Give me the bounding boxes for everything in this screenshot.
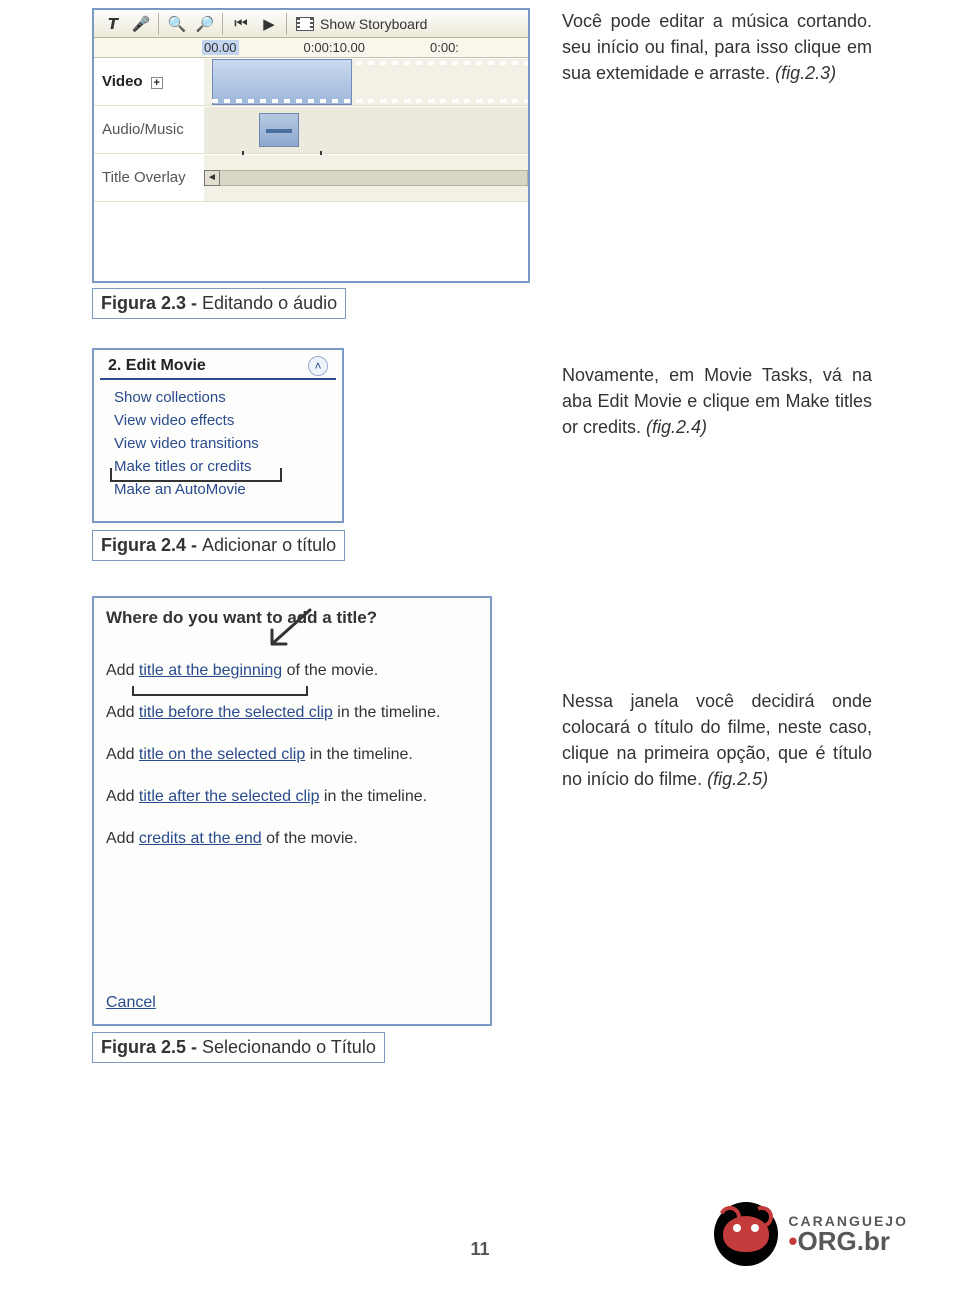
row-link[interactable]: title before the selected clip xyxy=(139,704,333,721)
timeline-toolbar: 𝙏 🎤 🔍 🔎 ⏮ ▶ Show Storyboard xyxy=(94,10,528,38)
video-lane[interactable] xyxy=(204,59,528,105)
scroll-left-icon[interactable]: ◄ xyxy=(204,170,220,186)
panel-header-text: Edit Movie xyxy=(126,357,206,374)
audio-track-label: Audio/Music xyxy=(94,121,204,138)
panel-item-collections[interactable]: Show collections xyxy=(114,386,342,409)
row-pre: Add xyxy=(106,662,139,679)
video-track: Video + xyxy=(94,58,528,106)
scrollbar-track[interactable] xyxy=(220,170,528,186)
row-link[interactable]: title at the beginning xyxy=(139,662,282,679)
row-link[interactable]: title on the selected clip xyxy=(139,746,305,763)
title-track-label: Title Overlay xyxy=(94,169,204,186)
title-option-beginning[interactable]: Add title at the beginning of the movie. xyxy=(94,650,490,692)
show-storyboard-label: Show Storyboard xyxy=(320,16,427,32)
title-dialog: Where do you want to add a title? Add ti… xyxy=(92,596,492,1026)
separator xyxy=(222,13,224,35)
para1-ref: (fig.2.3) xyxy=(775,63,836,83)
title-option-before-clip[interactable]: Add title before the selected clip in th… xyxy=(94,692,490,734)
audio-lane[interactable] xyxy=(204,107,528,153)
logo-main-text: ORG xyxy=(798,1226,857,1256)
zoom-in-icon[interactable]: 🔍 xyxy=(164,13,190,35)
chevron-up-icon[interactable]: ˄ xyxy=(308,356,328,376)
panel-items: Show collections View video effects View… xyxy=(94,380,342,501)
row-link[interactable]: title after the selected clip xyxy=(139,788,320,805)
play-icon[interactable]: ▶ xyxy=(256,13,282,35)
caption-text: Editando o áudio xyxy=(202,293,337,313)
page-number: 11 xyxy=(470,1239,489,1260)
row-pre: Add xyxy=(106,746,139,763)
figure-2-caption: Figura 2.4 - Adicionar o título xyxy=(92,530,345,561)
edit-movie-panel: 2. Edit Movie ˄ Show collections View vi… xyxy=(92,348,344,523)
annotation-bracket xyxy=(132,686,308,696)
row-pre: Add xyxy=(106,704,139,721)
title-lane: ◄ xyxy=(204,155,528,201)
figure-3-caption: Figura 2.5 - Selecionando o Título xyxy=(92,1032,385,1063)
paragraph-2: Novamente, em Movie Tasks, vá na aba Edi… xyxy=(562,362,872,440)
title-option-after-clip[interactable]: Add title after the selected clip in the… xyxy=(94,776,490,818)
row-pre: Add xyxy=(106,788,139,805)
panel-item-effects[interactable]: View video effects xyxy=(114,409,342,432)
track-label-text: Video xyxy=(102,73,143,90)
cancel-link[interactable]: Cancel xyxy=(106,994,156,1012)
ruler-mark: 00.00 xyxy=(202,40,239,55)
row-post: of the movie. xyxy=(262,830,358,847)
logo-text: CARANGUEJO •ORG.br xyxy=(788,1214,908,1254)
row-post: of the movie. xyxy=(282,662,378,679)
panel-item-transitions[interactable]: View video transitions xyxy=(114,432,342,455)
timeline-screenshot: 𝙏 🎤 🔍 🔎 ⏮ ▶ Show Storyboard 00.00 0:00:1… xyxy=(92,8,530,283)
separator xyxy=(286,13,288,35)
video-track-label: Video + xyxy=(94,73,204,90)
title-option-on-clip[interactable]: Add title on the selected clip in the ti… xyxy=(94,734,490,776)
show-storyboard-button[interactable]: Show Storyboard xyxy=(296,16,427,32)
audio-clip[interactable] xyxy=(259,113,299,147)
panel-header-title: 2. Edit Movie xyxy=(108,357,206,375)
expand-icon[interactable]: + xyxy=(151,77,163,89)
para2-ref: (fig.2.4) xyxy=(646,417,707,437)
para3-ref: (fig.2.5) xyxy=(707,769,768,789)
panel-header-num: 2. xyxy=(108,357,121,374)
row-pre: Add xyxy=(106,830,139,847)
figure-1-caption: Figura 2.3 - Editando o áudio xyxy=(92,288,346,319)
footer-logo: CARANGUEJO •ORG.br xyxy=(714,1202,908,1266)
annotation-arrow-icon xyxy=(266,608,312,654)
caption-bold: Figura 2.4 - xyxy=(101,535,202,555)
separator xyxy=(158,13,160,35)
mic-tool-icon[interactable]: 🎤 xyxy=(128,13,154,35)
row-post: in the timeline. xyxy=(319,788,427,805)
timeline-ruler: 00.00 0:00:10.00 0:00: xyxy=(94,38,528,58)
title-overlay-track: Title Overlay ◄ xyxy=(94,154,528,202)
panel-item-titles[interactable]: Make titles or credits xyxy=(114,455,342,478)
ruler-mark: 0:00: xyxy=(430,40,459,55)
text-tool-icon[interactable]: 𝙏 xyxy=(100,13,126,35)
title-option-credits[interactable]: Add credits at the end of the movie. xyxy=(94,818,490,860)
panel-header[interactable]: 2. Edit Movie ˄ xyxy=(100,350,336,380)
dash-indicator xyxy=(212,99,528,103)
paragraph-1: Você pode editar a música cortando. seu … xyxy=(562,8,872,86)
audio-track: Audio/Music xyxy=(94,106,528,154)
row-post: in the timeline. xyxy=(305,746,413,763)
paragraph-3: Nessa janela você decidirá onde colocará… xyxy=(562,688,872,792)
logo-suffix: .br xyxy=(857,1226,890,1256)
para2-text: Novamente, em Movie Tasks, vá na aba Edi… xyxy=(562,365,872,437)
caption-text: Selecionando o Título xyxy=(202,1037,376,1057)
zoom-out-icon[interactable]: 🔎 xyxy=(192,13,218,35)
row-post: in the timeline. xyxy=(333,704,441,721)
caption-bold: Figura 2.3 - xyxy=(101,293,202,313)
ruler-mark: 0:00:10.00 xyxy=(304,40,365,55)
crab-icon xyxy=(714,1202,778,1266)
row-link[interactable]: credits at the end xyxy=(139,830,262,847)
caption-bold: Figura 2.5 - xyxy=(101,1037,202,1057)
film-icon xyxy=(296,17,314,31)
caption-text: Adicionar o título xyxy=(202,535,336,555)
logo-main: •ORG.br xyxy=(788,1228,908,1254)
rewind-icon[interactable]: ⏮ xyxy=(228,13,254,35)
